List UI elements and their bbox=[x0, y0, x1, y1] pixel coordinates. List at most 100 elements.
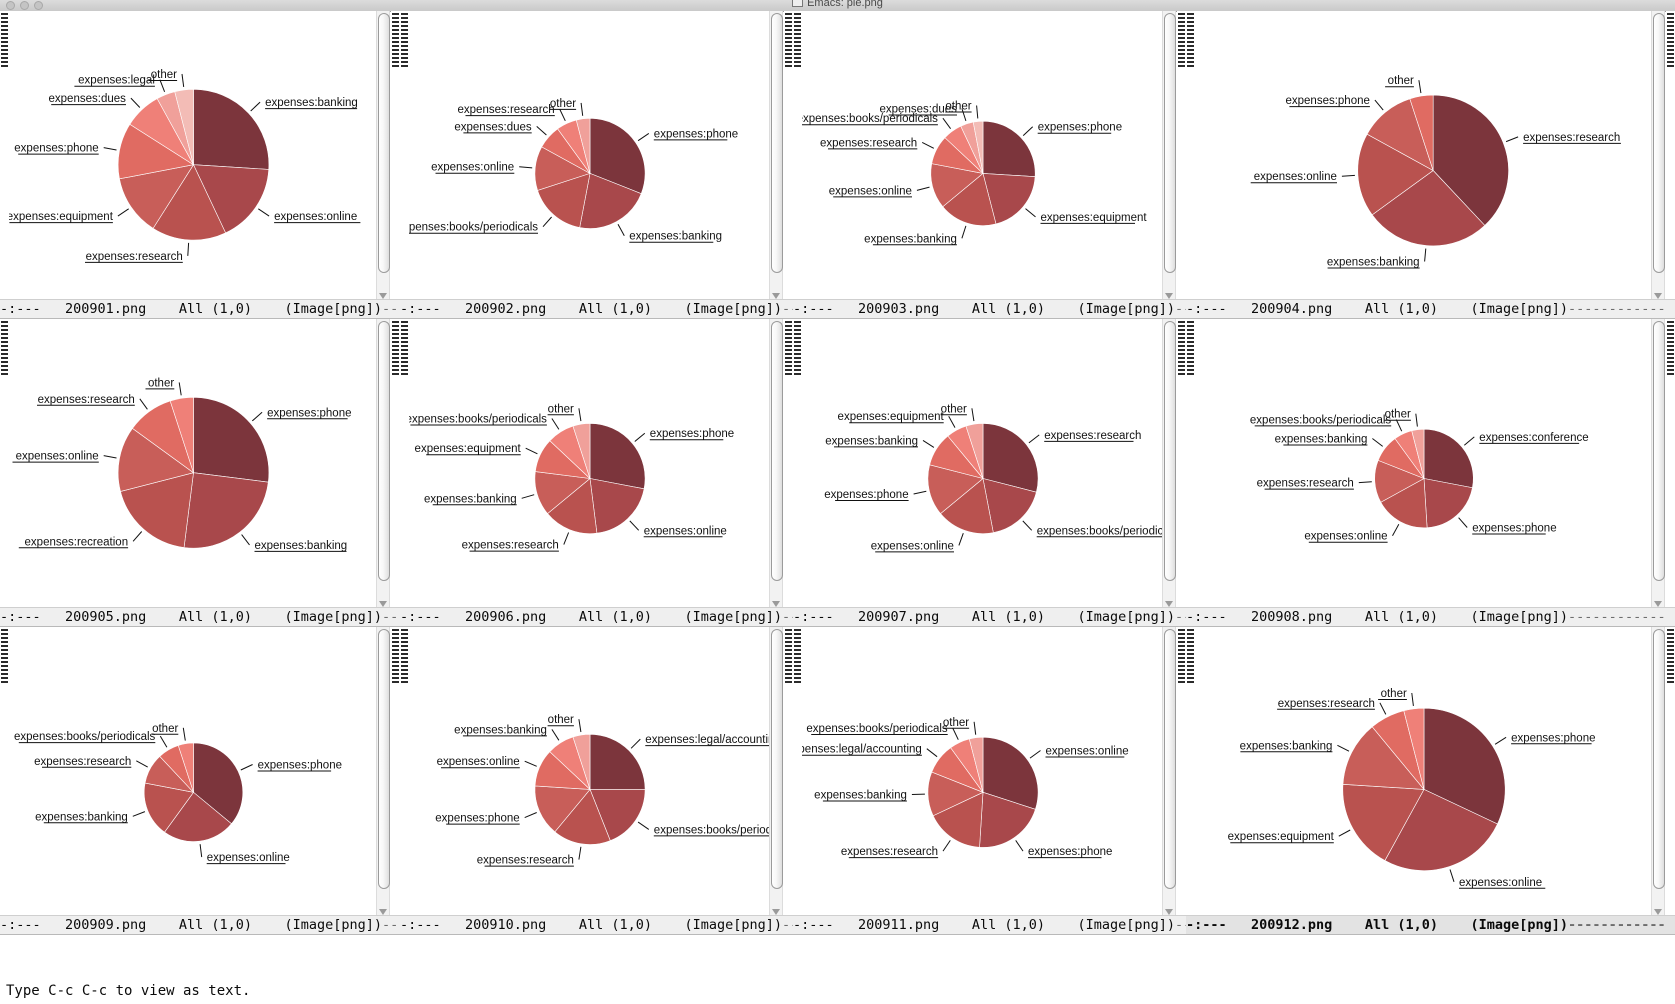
pie-slice-label: other bbox=[941, 403, 967, 415]
image-canvas[interactable]: expenses:phone expenses:banking expenses:r… bbox=[9, 319, 378, 609]
scroll-down-arrow-icon[interactable] bbox=[772, 909, 780, 915]
image-canvas[interactable]: expenses:phone expenses:banking expenses:b… bbox=[409, 11, 771, 301]
window-200910[interactable]: expenses:legal/accounting expenses:books/… bbox=[400, 627, 793, 935]
pie-slice-label: expenses:banking bbox=[629, 231, 722, 243]
scrollbar-thumb[interactable] bbox=[1164, 321, 1176, 581]
pie-slice bbox=[982, 478, 1037, 533]
window-200906[interactable]: expenses:phone expenses:online expenses:re… bbox=[400, 319, 793, 627]
image-canvas[interactable]: expenses:legal/accounting expenses:books/… bbox=[409, 627, 771, 917]
modeline: -:--- 200902.png All (1,0) (Image[png])-… bbox=[400, 299, 793, 319]
modeline-buffer-name: 200908.png bbox=[1242, 609, 1357, 625]
label-leader-line bbox=[1337, 744, 1350, 752]
pie-slice-label: expenses:online bbox=[1304, 531, 1387, 543]
window-200901[interactable]: expenses:banking expenses:online expenses:… bbox=[0, 11, 400, 319]
vertical-scrollbar[interactable] bbox=[1651, 319, 1665, 609]
left-fringe bbox=[400, 627, 409, 917]
scroll-down-arrow-icon[interactable] bbox=[379, 293, 387, 299]
pie-slice-label: expenses:research bbox=[38, 394, 135, 406]
vertical-scrollbar[interactable] bbox=[1651, 627, 1665, 917]
modeline-major-mode: (Image[png]) bbox=[1470, 917, 1569, 933]
pie-slice-label: expenses:equipment bbox=[1041, 212, 1148, 224]
scrollbar-thumb[interactable] bbox=[1653, 321, 1665, 581]
modeline-major-mode: (Image[png]) bbox=[284, 609, 383, 625]
scrollbar-thumb[interactable] bbox=[378, 629, 390, 889]
pie-slice-label: expenses:online bbox=[871, 540, 954, 552]
pie-slice-label: expenses:research bbox=[477, 855, 574, 867]
pie-slice-label: expenses:legal bbox=[78, 75, 155, 87]
image-canvas[interactable]: expenses:conference expenses:phone expense… bbox=[1195, 319, 1653, 609]
pie-slice bbox=[940, 477, 994, 534]
image-canvas[interactable]: expenses:phone expenses:online expenses:re… bbox=[409, 319, 771, 609]
label-leader-line bbox=[1022, 520, 1033, 531]
image-canvas[interactable]: expenses:research expenses:banking expense… bbox=[1195, 11, 1653, 301]
pie-slice bbox=[537, 172, 591, 228]
label-leader-line bbox=[240, 764, 253, 771]
scrollbar-thumb[interactable] bbox=[378, 321, 390, 581]
pie-slice-label: expenses:phone bbox=[1028, 846, 1112, 858]
window-200908[interactable]: expenses:conference expenses:phone expense… bbox=[1186, 319, 1675, 627]
vertical-scrollbar[interactable] bbox=[1162, 627, 1176, 917]
pie-slice-label: other bbox=[148, 377, 174, 389]
image-canvas[interactable]: expenses:phone expenses:online expenses:eq… bbox=[1195, 627, 1653, 917]
window-200911[interactable]: expenses:online expenses:phone expenses:re… bbox=[793, 627, 1186, 935]
close-button[interactable] bbox=[6, 1, 15, 10]
pie-slice bbox=[547, 477, 598, 534]
window-controls[interactable] bbox=[6, 1, 43, 10]
image-canvas[interactable]: expenses:online expenses:phone expenses:re… bbox=[802, 627, 1164, 917]
image-canvas[interactable]: expenses:research expenses:books/periodic… bbox=[802, 319, 1164, 609]
scroll-down-arrow-icon[interactable] bbox=[379, 601, 387, 607]
window-200902[interactable]: expenses:phone expenses:banking expenses:b… bbox=[400, 11, 793, 319]
window-200907[interactable]: expenses:research expenses:books/periodic… bbox=[793, 319, 1186, 627]
scrollbar-thumb[interactable] bbox=[378, 13, 390, 273]
pie-slice-label: expenses:online bbox=[16, 451, 99, 463]
scroll-down-arrow-icon[interactable] bbox=[1654, 293, 1662, 299]
scrollbar-thumb[interactable] bbox=[1164, 13, 1176, 273]
scroll-down-arrow-icon[interactable] bbox=[1165, 293, 1173, 299]
scroll-down-arrow-icon[interactable] bbox=[772, 601, 780, 607]
minimize-button[interactable] bbox=[20, 1, 29, 10]
pie-slice-label: expenses:equipment bbox=[1228, 831, 1335, 843]
scroll-down-arrow-icon[interactable] bbox=[379, 909, 387, 915]
window-200905[interactable]: expenses:phone expenses:banking expenses:r… bbox=[0, 319, 400, 627]
scroll-down-arrow-icon[interactable] bbox=[1654, 909, 1662, 915]
scrollbar-thumb[interactable] bbox=[771, 629, 783, 889]
vertical-scrollbar[interactable] bbox=[769, 11, 783, 301]
image-canvas[interactable]: expenses:phone expenses:online expenses:ba… bbox=[9, 627, 378, 917]
window-200903[interactable]: expenses:phone expenses:equipment expenses… bbox=[793, 11, 1186, 319]
pie-slice-label: expenses:phone bbox=[1511, 732, 1595, 744]
vertical-scrollbar[interactable] bbox=[376, 319, 390, 609]
pie-slice bbox=[575, 117, 591, 174]
scrollbar-thumb[interactable] bbox=[771, 13, 783, 273]
scroll-down-arrow-icon[interactable] bbox=[1165, 909, 1173, 915]
modeline-major-mode: (Image[png]) bbox=[1077, 609, 1176, 625]
scrollbar-thumb[interactable] bbox=[771, 321, 783, 581]
scrollbar-thumb[interactable] bbox=[1653, 13, 1665, 273]
vertical-scrollbar[interactable] bbox=[769, 627, 783, 917]
vertical-scrollbar[interactable] bbox=[769, 319, 783, 609]
window-200904[interactable]: expenses:research expenses:banking expense… bbox=[1186, 11, 1675, 319]
vertical-scrollbar[interactable] bbox=[376, 11, 390, 301]
vertical-scrollbar[interactable] bbox=[1651, 11, 1665, 301]
label-leader-line bbox=[159, 79, 166, 92]
modeline-prefix: -:--- bbox=[400, 609, 457, 625]
pie-slice-label: other bbox=[943, 717, 969, 729]
scrollbar-thumb[interactable] bbox=[1653, 629, 1665, 889]
image-canvas[interactable]: expenses:phone expenses:equipment expenses… bbox=[802, 11, 1164, 301]
label-leader-line bbox=[241, 534, 250, 546]
label-leader-line bbox=[1463, 436, 1475, 446]
vertical-scrollbar[interactable] bbox=[376, 627, 390, 917]
image-canvas[interactable]: expenses:banking expenses:online expenses:… bbox=[9, 11, 378, 301]
scroll-down-arrow-icon[interactable] bbox=[772, 293, 780, 299]
scroll-down-arrow-icon[interactable] bbox=[1165, 601, 1173, 607]
scroll-down-arrow-icon[interactable] bbox=[1654, 601, 1662, 607]
window-200909[interactable]: expenses:phone expenses:online expenses:ba… bbox=[0, 627, 400, 935]
maximize-button[interactable] bbox=[34, 1, 43, 10]
pie-chart: expenses:phone expenses:online expenses:eq… bbox=[1195, 627, 1653, 917]
window-200912[interactable]: expenses:phone expenses:online expenses:eq… bbox=[1186, 627, 1675, 935]
vertical-scrollbar[interactable] bbox=[1162, 319, 1176, 609]
pie-slice bbox=[164, 791, 232, 842]
vertical-scrollbar[interactable] bbox=[1162, 11, 1176, 301]
pie-slice-label: expenses:research bbox=[820, 137, 917, 149]
pie-slice-label: expenses:legal/accounting bbox=[645, 734, 771, 746]
scrollbar-thumb[interactable] bbox=[1164, 629, 1176, 889]
